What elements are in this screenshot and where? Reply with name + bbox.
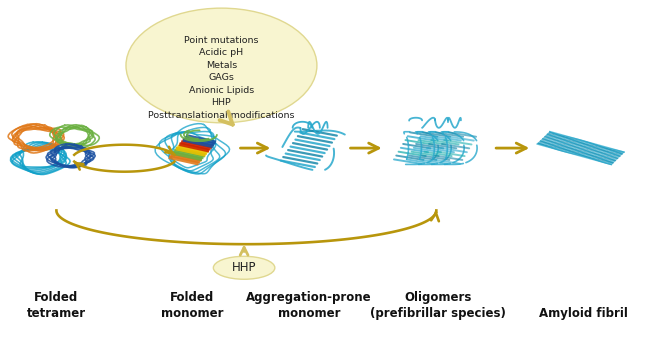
Ellipse shape xyxy=(213,256,275,279)
Text: Folded
tetramer: Folded tetramer xyxy=(27,291,86,320)
Text: Folded
monomer: Folded monomer xyxy=(161,291,224,320)
Text: Point mutations: Point mutations xyxy=(184,36,259,45)
Text: Amyloid fibril: Amyloid fibril xyxy=(540,307,629,320)
Text: HHP: HHP xyxy=(211,98,231,107)
Text: Acidic pH: Acidic pH xyxy=(200,48,244,57)
Text: Posttranslational modifications: Posttranslational modifications xyxy=(148,110,294,120)
Text: Aggregation-prone
monomer: Aggregation-prone monomer xyxy=(246,291,372,320)
Text: Anionic Lipids: Anionic Lipids xyxy=(188,86,254,95)
Text: HHP: HHP xyxy=(232,261,256,274)
Ellipse shape xyxy=(126,8,317,123)
Text: Oligomers
(prefibrillar species): Oligomers (prefibrillar species) xyxy=(370,291,506,320)
Text: GAGs: GAGs xyxy=(209,73,235,82)
Text: Metals: Metals xyxy=(206,61,237,70)
